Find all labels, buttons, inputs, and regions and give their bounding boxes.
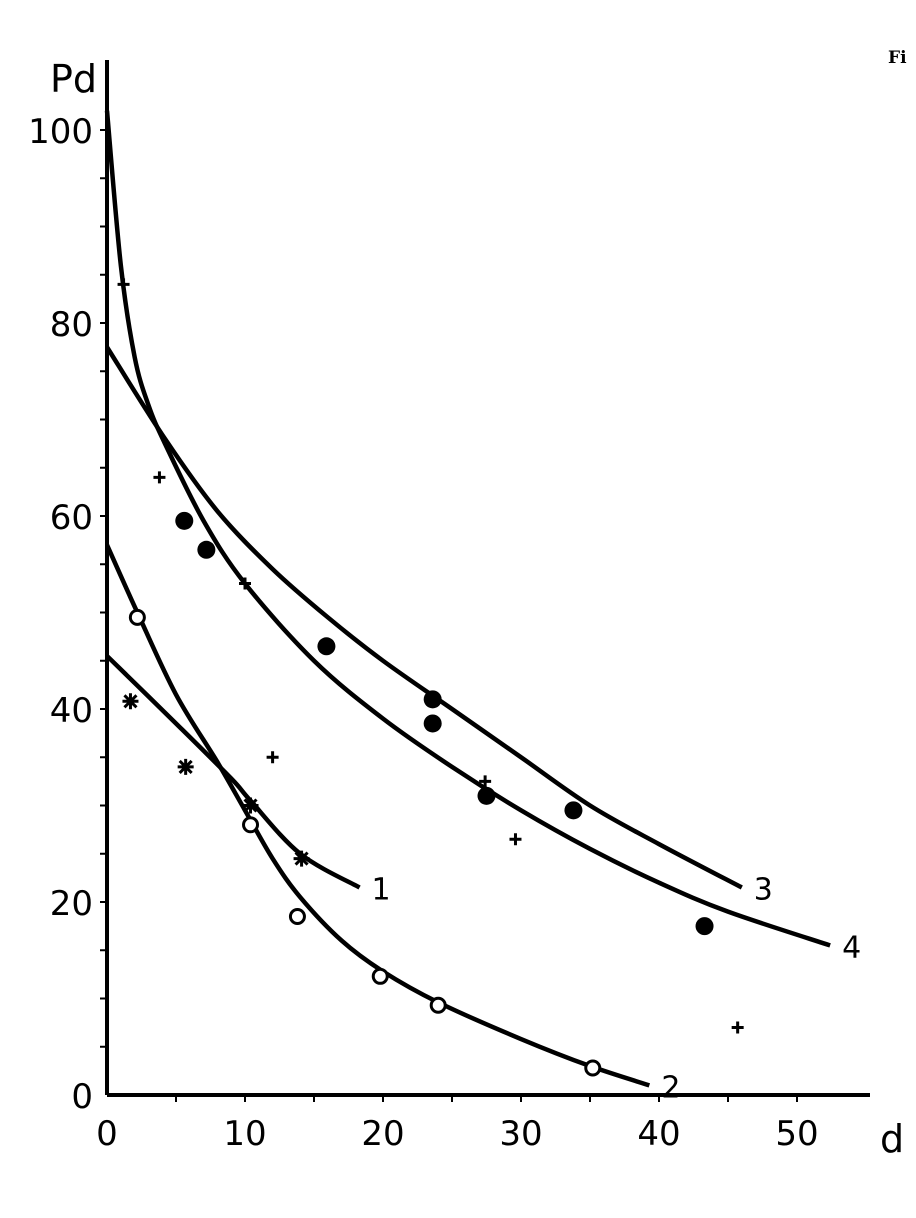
curve-3 bbox=[105, 345, 743, 890]
x-tick-label: 0 bbox=[96, 1114, 118, 1154]
y-tick-label: 40 bbox=[50, 691, 93, 731]
filled-circle-point bbox=[317, 637, 336, 656]
x-tick-label: 40 bbox=[637, 1114, 680, 1154]
plus-point bbox=[153, 471, 166, 484]
open-circle-point bbox=[584, 1059, 602, 1077]
plus-point bbox=[117, 278, 130, 291]
curve-label-2: 2 bbox=[661, 1070, 680, 1105]
y-tick-label: 0 bbox=[71, 1077, 93, 1117]
x-tick-label: 10 bbox=[223, 1114, 266, 1154]
open-circle-point bbox=[128, 608, 146, 626]
filled-circle-point bbox=[423, 690, 442, 709]
y-tick-label: 80 bbox=[50, 305, 93, 345]
star-point bbox=[293, 850, 310, 867]
curve-1 bbox=[105, 654, 361, 890]
open-circle-point bbox=[288, 907, 306, 925]
curve-label-4: 4 bbox=[842, 930, 861, 965]
filled-circle-point bbox=[197, 540, 216, 559]
star-point bbox=[177, 758, 194, 775]
x-tick-label: 30 bbox=[499, 1114, 542, 1154]
y-axis-label: Pd bbox=[50, 57, 97, 101]
curve-label-1: 1 bbox=[372, 873, 391, 908]
star-point bbox=[242, 797, 259, 814]
open-circle-point bbox=[242, 816, 260, 834]
plus-point bbox=[731, 1021, 744, 1034]
filled-circle-point bbox=[175, 511, 194, 530]
figure-corner-label: Fi bbox=[888, 48, 907, 68]
filled-circle-point bbox=[564, 801, 583, 820]
plus-point bbox=[479, 775, 492, 788]
x-tick-label: 20 bbox=[361, 1114, 404, 1154]
open-circle-point bbox=[371, 967, 389, 985]
y-tick-label: 60 bbox=[50, 498, 93, 538]
plus-point bbox=[266, 751, 279, 764]
plus-point bbox=[239, 577, 251, 590]
x-axis-label: d bbox=[880, 1117, 904, 1161]
x-tick-label: 50 bbox=[775, 1114, 818, 1154]
y-tick-label: 20 bbox=[50, 884, 93, 924]
curve-4 bbox=[104, 110, 831, 948]
curve-2 bbox=[104, 544, 651, 1088]
plus-point bbox=[509, 833, 522, 846]
filled-circle-point bbox=[695, 917, 714, 936]
filled-circle-point bbox=[477, 786, 496, 805]
curve-label-3: 3 bbox=[754, 873, 773, 908]
open-circle-point bbox=[429, 996, 447, 1014]
star-point bbox=[122, 693, 139, 710]
y-tick-label: 100 bbox=[28, 112, 93, 152]
filled-circle-point bbox=[423, 714, 442, 733]
